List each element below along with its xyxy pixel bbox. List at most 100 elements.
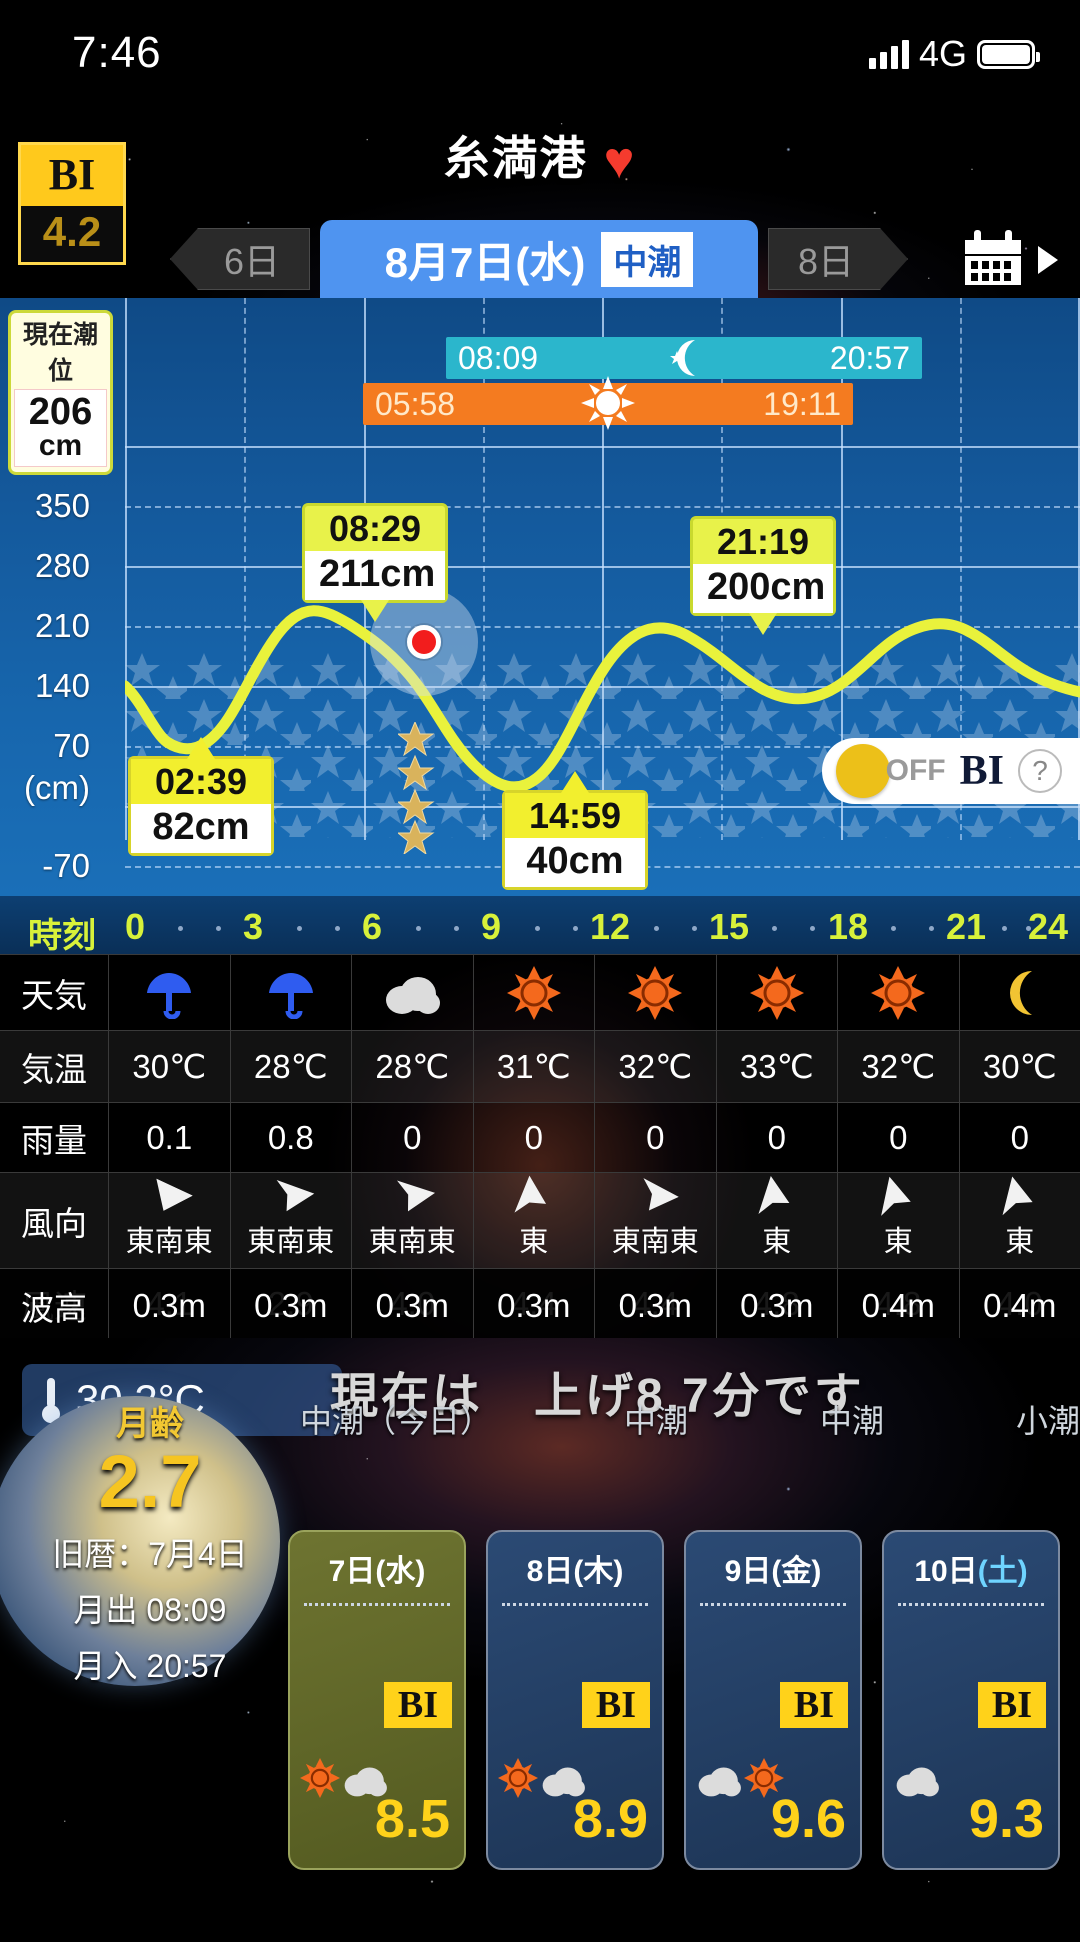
table-cell: 0.3m (351, 1269, 473, 1342)
wind-arrow-icon (147, 1178, 193, 1216)
bi-badge[interactable]: BI 4.2 (18, 142, 126, 265)
forecast-card-day-1[interactable]: 8日(木) BI 8.9 (486, 1530, 664, 1870)
table-cell: 0.1 (108, 1103, 230, 1172)
forecast-card-day-0[interactable]: 7日(水) BI 8.5 (288, 1530, 466, 1870)
temperature-row: 気温 30℃ 28℃ 28℃ 31℃ 32℃ 33℃ 32℃ 30℃ (0, 1030, 1080, 1102)
y-tick-140: 140 (34, 667, 90, 704)
forecast-card-day-3[interactable]: 10日(土) BI 9.3 (882, 1530, 1060, 1870)
y-axis-unit: (cm) (24, 769, 90, 806)
next-day-button[interactable]: 8日 (768, 228, 908, 290)
wind-direction-row: 風向 東南東 東南東 東南東 東 東南東 東 東 (0, 1172, 1080, 1268)
tide-word: 中潮（今日） (300, 1403, 493, 1439)
toggle-bi-label: BI (959, 748, 1004, 794)
table-cell: 32℃ (837, 1031, 959, 1102)
wave-height-row: 波高 0.3m 0.3m 0.3m 0.3m 0.3m 0.3m 0.4m 0.… (0, 1268, 1080, 1342)
moonset-label: 月入 20:57 (73, 1648, 227, 1684)
annotation-high-tide-evening: 21:19 200cm (690, 516, 836, 635)
card-divider (502, 1603, 648, 1606)
tide-chart[interactable]: 420 350 280 210 140 70 (cm) -70 現在潮位 206… (0, 298, 1080, 896)
moonset-time: 20:57 (829, 339, 910, 376)
table-cell: 東 (837, 1173, 959, 1268)
callout-tail (187, 737, 215, 759)
time-tick-21: 21 (945, 906, 987, 947)
table-cell: 0 (472, 1103, 595, 1172)
cloud-icon (342, 1762, 388, 1798)
row-header: 風向 (21, 1204, 87, 1242)
prev-day-button[interactable]: 6日 (170, 228, 310, 290)
table-cell: 28℃ (229, 1031, 352, 1102)
time-tick-6: 6 (361, 906, 383, 947)
card-divider (700, 1603, 846, 1606)
network-type-label: 4G (918, 33, 967, 74)
weather-row: 天気 (0, 954, 1080, 1030)
heart-icon[interactable]: ♥ (603, 132, 637, 190)
sun-icon (837, 955, 959, 1030)
time-tick-12: 12 (589, 906, 631, 947)
battery-icon (977, 39, 1040, 69)
moon-info-panel: 月齢 2.7 旧暦：7月4日 月出 08:09 月入 20:57 (0, 1396, 300, 1687)
current-date-label: 8月7日(水) (384, 238, 586, 286)
cloud-icon (351, 955, 473, 1030)
card-divider (304, 1603, 450, 1606)
status-bar-indicators: 4G (868, 33, 1040, 75)
sun-icon (498, 1758, 538, 1798)
y-tick-350: 350 (34, 487, 90, 524)
moon-band: 08:09 20:57 (446, 337, 922, 379)
wind-arrow-icon (998, 1175, 1042, 1216)
wind-arrow-icon (876, 1176, 920, 1216)
card-dow: (木) (573, 1555, 624, 1588)
y-tick-70: 70 (53, 727, 90, 764)
sun-icon (594, 955, 716, 1030)
table-cell: 0 (715, 1103, 838, 1172)
card-bi-label: BI (977, 1682, 1046, 1728)
gridline-h24 (1078, 298, 1080, 840)
gold-stars-marker (398, 722, 435, 854)
page-title: 糸満港 ♥ (0, 122, 1080, 191)
y-tick-210: 210 (34, 607, 90, 644)
bi-badge-value: 4.2 (18, 206, 126, 265)
moonrise-time: 08:09 (458, 339, 539, 376)
calendar-icon[interactable] (962, 230, 1024, 288)
current-tide-unit: cm (38, 429, 83, 462)
wind-arrow-icon (269, 1179, 314, 1216)
gridline-h3 (244, 298, 246, 840)
time-axis-label: 時刻 (28, 917, 96, 955)
rainfall-row: 雨量 0.1 0.8 0 0 0 0 0 0 (0, 1102, 1080, 1172)
chevron-right-icon[interactable] (1038, 246, 1058, 274)
help-icon[interactable]: ? (1018, 749, 1062, 793)
table-cell: 0.4m (837, 1269, 959, 1342)
current-tide-label: 現在潮位 (22, 321, 98, 385)
moon-age-value: 2.7 (98, 1440, 202, 1523)
annotation-value: 40cm (505, 838, 645, 887)
annotation-low-tide-morning: 02:39 82cm (128, 737, 274, 856)
forecast-card-day-2[interactable]: 9日(金) BI 9.6 (684, 1530, 862, 1870)
table-cell: 30℃ (108, 1031, 230, 1102)
callout-tail (561, 771, 589, 793)
tide-type-strip: 中潮（今日） 中潮 中潮 小潮 (300, 1396, 1080, 1442)
table-cell: 0.4m (958, 1269, 1080, 1342)
annotation-time: 14:59 (505, 793, 645, 838)
time-tick-3: 3 (242, 906, 264, 947)
tide-status-text: 現在は 上げ8.7分です (330, 1370, 865, 1423)
y-tick-280: 280 (34, 547, 90, 584)
sunrise-time: 05:58 (375, 385, 456, 422)
annotation-high-tide-morning: 08:29 211cm (302, 503, 448, 622)
table-cell: 東南東 (351, 1173, 473, 1268)
card-day: 10日 (914, 1555, 978, 1588)
card-bi-label: BI (383, 1682, 452, 1728)
toggle-knob[interactable] (835, 744, 890, 798)
table-cell: 0.8 (229, 1103, 352, 1172)
current-tide-value: 206 (28, 391, 93, 433)
table-cell: 東南東 (594, 1173, 716, 1268)
table-cell: 東 (472, 1173, 595, 1268)
bi-toggle[interactable]: OFF BI ? (821, 738, 1080, 804)
table-cell: 東南東 (108, 1173, 230, 1268)
current-date-tab[interactable]: 8月7日(水) 中潮 (320, 220, 758, 298)
table-cell: 0 (958, 1103, 1080, 1172)
tide-type-badge: 中潮 (601, 231, 694, 287)
table-cell: 東 (715, 1173, 838, 1268)
card-day: 8日 (526, 1555, 574, 1588)
header: 糸満港 ♥ BI 4.2 6日 8月7日(水) 中潮 8日 (0, 100, 1080, 298)
annotation-value: 211cm (305, 551, 445, 600)
annotation-value: 200cm (693, 564, 833, 613)
